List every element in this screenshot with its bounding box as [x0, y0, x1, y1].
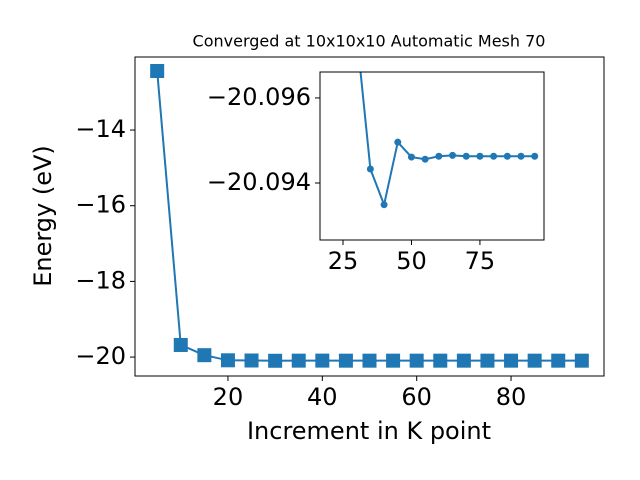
marker: [490, 152, 498, 160]
marker: [449, 151, 457, 159]
y-tick-label: −14: [75, 115, 126, 143]
y-tick-label: −16: [75, 191, 126, 219]
marker: [380, 201, 388, 209]
marker: [456, 353, 471, 368]
marker: [244, 353, 259, 368]
marker: [480, 353, 495, 368]
x-tick-label: 25: [328, 247, 359, 275]
marker: [291, 353, 306, 368]
y-tick-label: −18: [75, 266, 126, 294]
marker: [433, 353, 448, 368]
marker: [394, 138, 402, 146]
y-tick-label: −20.094: [207, 168, 311, 196]
marker: [476, 152, 484, 160]
x-tick-label: 75: [465, 247, 496, 275]
marker: [435, 152, 443, 160]
y-tick-label: −20.096: [207, 83, 311, 111]
marker: [551, 353, 566, 368]
marker: [409, 353, 424, 368]
marker: [527, 353, 542, 368]
plot-clip: [359, 72, 539, 209]
marker: [531, 152, 539, 160]
marker: [220, 353, 235, 368]
marker: [504, 353, 519, 368]
marker: [362, 353, 377, 368]
marker: [366, 165, 374, 173]
marker: [386, 353, 401, 368]
chart-title: Converged at 10x10x10 Automatic Mesh 70: [193, 32, 546, 51]
marker: [315, 353, 330, 368]
x-tick-label: 40: [307, 383, 338, 411]
marker: [150, 64, 165, 79]
x-tick-label: 50: [396, 247, 427, 275]
marker: [574, 353, 589, 368]
x-tick-label: 60: [401, 383, 432, 411]
marker: [407, 153, 415, 161]
y-tick-label: −20: [75, 342, 126, 370]
marker: [462, 152, 470, 160]
marker: [197, 348, 212, 363]
marker: [517, 152, 525, 160]
marker: [503, 152, 511, 160]
marker: [173, 337, 188, 352]
plot-clip: [150, 64, 589, 368]
plot-frame: [319, 71, 545, 241]
marker: [268, 353, 283, 368]
x-axis-label: Increment in K point: [247, 417, 491, 445]
marker: [338, 353, 353, 368]
plot-frame: [134, 56, 605, 377]
y-axis-label: Energy (eV): [29, 145, 57, 287]
marker: [421, 155, 429, 163]
x-tick-label: 80: [496, 383, 527, 411]
x-tick-label: 20: [213, 383, 244, 411]
